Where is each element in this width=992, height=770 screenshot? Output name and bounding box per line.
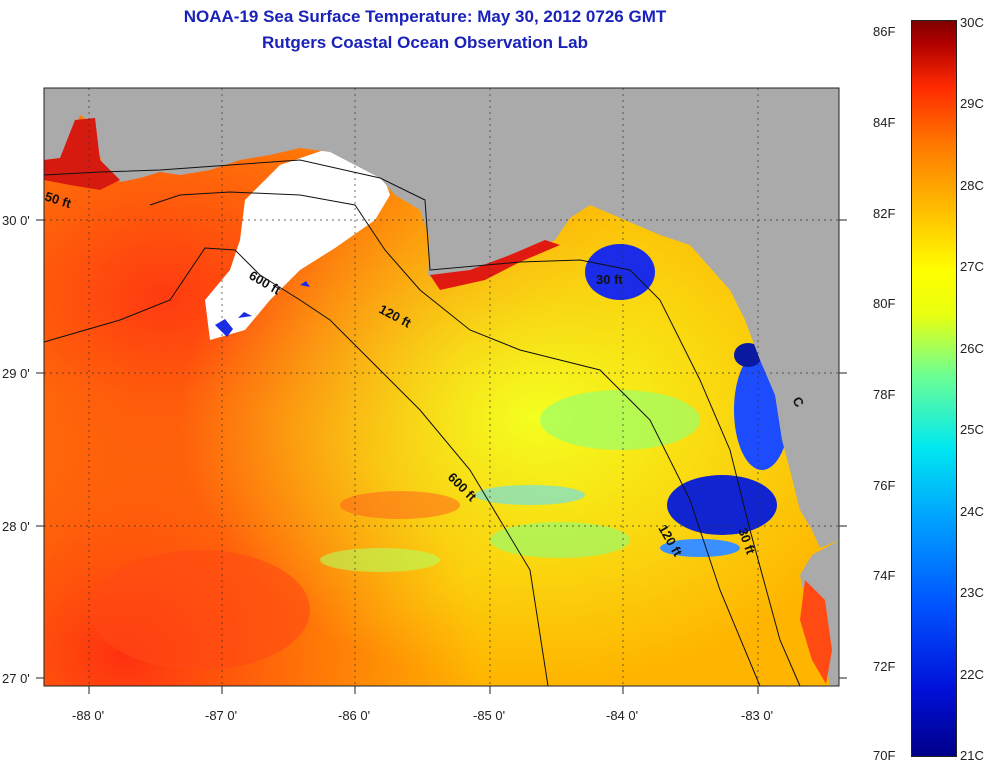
lat-label: 27 0': [2, 671, 30, 686]
colorbar-c-label: 25C: [960, 422, 984, 437]
map-subtitle: Rutgers Coastal Ocean Observation Lab: [262, 33, 588, 52]
cold-patch-blue: [667, 475, 777, 535]
colorbar-c-label: 29C: [960, 96, 984, 111]
lon-label: -84 0': [606, 708, 638, 723]
lon-label: -86 0': [338, 708, 370, 723]
contour-50ft: [43, 159, 801, 687]
lon-label: -87 0': [205, 708, 237, 723]
lon-label: -83 0': [741, 708, 773, 723]
lat-label: 28 0': [2, 519, 30, 534]
colorbar-c-label: 24C: [960, 504, 984, 519]
colorbar-f-label: 78F: [873, 387, 896, 402]
colorbar-f-label: 86F: [873, 24, 896, 39]
land-mass: [44, 88, 839, 548]
cool-patch: [320, 548, 440, 572]
colorbar-c-label: 21C: [960, 748, 984, 763]
cool-patch: [475, 485, 585, 505]
colorbar-c-label: 28C: [960, 178, 984, 193]
map-border: [43, 87, 840, 687]
colorbar-f-label: 74F: [873, 568, 896, 583]
colorbar-c-label: 23C: [960, 585, 984, 600]
cold-patch-blue: [734, 343, 762, 367]
contour-120ft: [149, 191, 761, 687]
colorbar-f-label: 82F: [873, 206, 896, 221]
contour-600ft: [43, 247, 549, 687]
lat-label: 30 0': [2, 213, 30, 228]
depth-contours: [43, 159, 801, 687]
colorbar-f-label: 80F: [873, 296, 896, 311]
cold-patch-blue: [585, 244, 655, 300]
map-frame: [43, 87, 840, 687]
colorbar-c-label: 30C: [960, 15, 984, 30]
cloud-edge: [215, 281, 310, 337]
cold-patch-lightblue: [660, 539, 740, 557]
colorbar-f-label: 72F: [873, 659, 896, 674]
cool-patch: [540, 390, 700, 450]
colorbar-c-label: 27C: [960, 259, 984, 274]
lon-label: -85 0': [473, 708, 505, 723]
colorbar-f-label: 84F: [873, 115, 896, 130]
contour-label-30ft: 30 ft: [596, 272, 623, 287]
temperature-colorbar: [911, 20, 957, 757]
cloud-mask: [205, 148, 390, 340]
colorbar-f-label: 70F: [873, 748, 896, 763]
warm-patch: [340, 491, 460, 519]
lon-label: -88 0': [72, 708, 104, 723]
axis-labels: -88 0' -87 0' -86 0' -85 0' -84 0' -83 0…: [2, 213, 773, 723]
colorbar-f-label: 76F: [873, 478, 896, 493]
map-title: NOAA-19 Sea Surface Temperature: May 30,…: [183, 7, 667, 26]
colorbar-c-label: 26C: [960, 341, 984, 356]
coastal-warm-band: [430, 240, 560, 290]
graticule: [44, 88, 839, 686]
warm-patch: [90, 550, 310, 670]
lat-label: 29 0': [2, 366, 30, 381]
coastal-warm-band: [800, 580, 832, 684]
cool-patch: [490, 522, 630, 558]
colorbar-c-label: 22C: [960, 667, 984, 682]
axis-ticks: [36, 219, 847, 694]
